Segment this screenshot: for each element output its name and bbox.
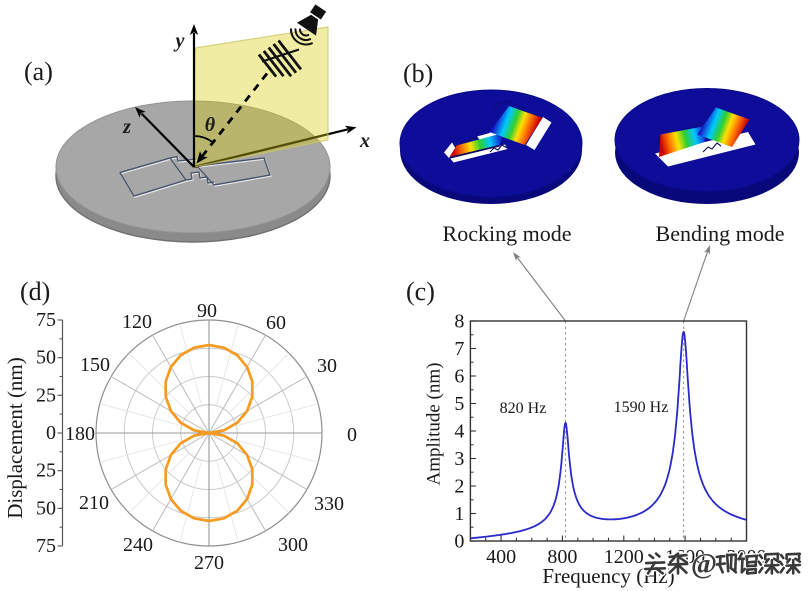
svg-text:0: 0: [46, 422, 56, 444]
svg-text:(d): (d): [20, 277, 50, 306]
svg-text:@: @: [691, 549, 717, 580]
svg-text:25: 25: [36, 460, 56, 482]
svg-text:210: 210: [79, 492, 109, 514]
svg-text:0: 0: [454, 531, 464, 553]
svg-text:90: 90: [197, 300, 217, 322]
svg-text:60: 60: [266, 312, 286, 334]
svg-text:50: 50: [36, 497, 56, 519]
svg-text:z: z: [122, 116, 131, 138]
svg-text:50: 50: [36, 347, 56, 369]
svg-text:180: 180: [65, 423, 95, 445]
svg-text:(a): (a): [24, 57, 53, 86]
svg-text:1: 1: [454, 503, 464, 525]
svg-text:8: 8: [454, 311, 464, 333]
svg-text:75: 75: [36, 535, 56, 557]
svg-text:6: 6: [454, 366, 464, 388]
svg-text:y: y: [174, 30, 185, 52]
svg-text:3: 3: [454, 448, 464, 470]
svg-text:Amplitude (nm): Amplitude (nm): [424, 363, 445, 486]
svg-text:4: 4: [454, 421, 464, 443]
svg-text:820 Hz: 820 Hz: [500, 400, 547, 417]
svg-text:(b): (b): [403, 59, 433, 88]
svg-text:400: 400: [486, 546, 516, 568]
svg-text:300: 300: [278, 534, 308, 556]
svg-text:330: 330: [314, 493, 344, 515]
svg-text:800: 800: [547, 546, 577, 568]
svg-text:7: 7: [454, 338, 464, 360]
svg-text:25: 25: [36, 384, 56, 406]
svg-text:1200: 1200: [604, 546, 644, 568]
svg-text:240: 240: [123, 534, 153, 556]
svg-text:150: 150: [80, 354, 110, 376]
svg-text:(c): (c): [406, 277, 435, 306]
svg-text:120: 120: [122, 311, 152, 333]
svg-text:75: 75: [36, 309, 56, 331]
svg-text:Displacement (nm): Displacement (nm): [3, 357, 27, 519]
svg-text:θ: θ: [205, 114, 216, 136]
svg-text:2: 2: [454, 476, 464, 498]
svg-text:Rocking mode: Rocking mode: [443, 221, 572, 246]
svg-text:270: 270: [194, 552, 224, 574]
svg-text:0: 0: [347, 424, 357, 446]
svg-text:Bending mode: Bending mode: [656, 221, 785, 246]
svg-text:5: 5: [454, 393, 464, 415]
svg-text:30: 30: [317, 355, 337, 377]
svg-text:1590 Hz: 1590 Hz: [614, 399, 669, 416]
svg-text:x: x: [359, 130, 370, 152]
